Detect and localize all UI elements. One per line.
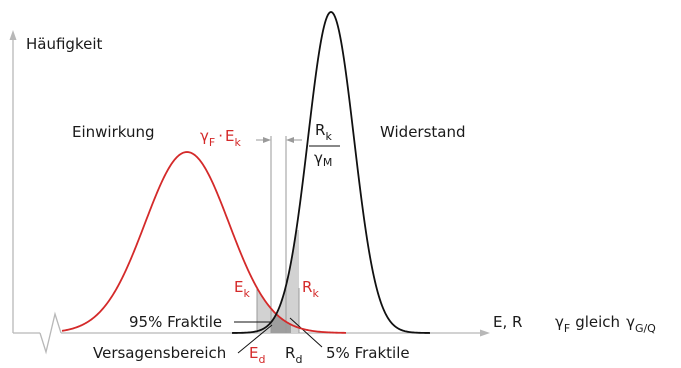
gamma-m-denominator: γM [314, 149, 332, 169]
ed-label: Ed [249, 344, 265, 366]
gamma-gq-symbol: γ [626, 313, 635, 331]
rk-numerator: Rk [315, 121, 332, 143]
gamma-f-subscript: F [209, 136, 215, 149]
rd-arrowhead [286, 137, 294, 143]
gamma-m-symbol: γ [314, 149, 323, 167]
design-load-label: γF · Ek [200, 127, 241, 149]
ek-subscript: k [234, 136, 241, 149]
versagensbereich-label: Versagensbereich [93, 344, 226, 362]
einwirkung-label: Einwirkung [72, 123, 155, 141]
widerstand-curve [231, 11, 431, 334]
gamma-f-symbol: γ [200, 127, 209, 145]
fractile-5-label: 5% Fraktile [326, 344, 410, 362]
ek-symbol: E [225, 127, 234, 145]
design-resistance-fraction: Rk γM [309, 121, 340, 169]
ed-arrowhead [263, 137, 271, 143]
gamma-equality-note: γF gleich γG/Q [555, 313, 656, 335]
gamma-f-note-symbol: γ [555, 313, 564, 331]
rk-fraction-symbol: R [315, 121, 325, 139]
x-axis-label: E, R [493, 313, 522, 331]
widerstand-label: Widerstand [380, 123, 466, 141]
y-axis-label: Häufigkeit [26, 35, 102, 53]
gamma-gq-subscript: G/Q [635, 322, 656, 335]
ek-label: Ek [234, 278, 250, 300]
gamma-m-subscript: M [323, 156, 333, 169]
axes [9, 30, 490, 355]
versagensbereich-leader [237, 324, 273, 354]
rk-fraction-subscript: k [325, 130, 332, 143]
fractile-95-label: 95% Fraktile [129, 313, 222, 331]
rd-label: Rd [285, 344, 302, 366]
rk-label: Rk [302, 278, 319, 300]
multiply-dot: · [218, 127, 223, 145]
x-axis-arrowhead [480, 329, 490, 337]
axis-break-symbol [39, 311, 62, 355]
fractile-5-leader [289, 317, 323, 348]
gleich-word: gleich [575, 313, 620, 331]
y-axis-arrowhead [9, 30, 17, 40]
gamma-f-note-subscript: F [564, 322, 570, 335]
einwirkung-curve [61, 151, 347, 334]
